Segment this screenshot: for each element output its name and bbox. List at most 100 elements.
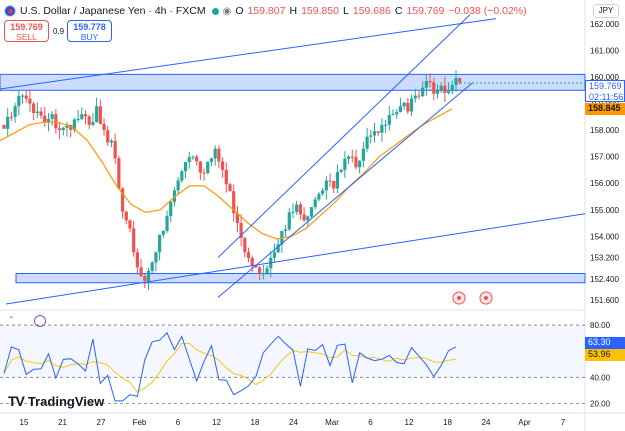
candle-body [435, 90, 440, 94]
candle-body [443, 85, 447, 93]
time-tick-label: 6 [368, 418, 373, 427]
candle-body [65, 124, 69, 128]
candle-body [328, 180, 332, 182]
price-tick-label: 161.000 [590, 46, 619, 55]
candle-body [384, 124, 388, 126]
candle-body [128, 220, 132, 229]
candle-body [380, 124, 384, 133]
candle-body [124, 211, 128, 221]
candle-body [50, 114, 54, 119]
price-tick-label: 154.000 [590, 232, 619, 241]
candle-body [135, 252, 139, 268]
price-change: −0.038 (−0.02%) [448, 5, 527, 17]
current-price: 159.769 [589, 81, 622, 91]
sell-label: SELL [16, 32, 37, 42]
candle-body [398, 106, 403, 113]
time-tick-label: 24 [289, 418, 298, 427]
candle-body [139, 267, 143, 277]
candle-body [80, 114, 84, 119]
candle-body [217, 148, 221, 162]
candle-body [95, 106, 99, 122]
candle-body [291, 211, 295, 213]
eye-icon[interactable]: ◉ [222, 5, 232, 17]
symbol-header: U.S. Dollar / Japanese Yen · 4h · FXCM ◉… [4, 3, 527, 19]
candle-body [6, 116, 10, 129]
candle-body [235, 213, 240, 224]
indicator-settings-icon[interactable] [34, 315, 46, 327]
channel-lower-line [217, 81, 474, 298]
candle-body [313, 199, 317, 208]
price-tick-label: 151.600 [590, 296, 619, 305]
candle-body [361, 148, 365, 161]
candle-body [324, 180, 328, 191]
candle-body [113, 140, 117, 159]
candle-body [109, 140, 114, 143]
candle-body [83, 114, 88, 117]
bar-countdown: 02:11:56 [589, 92, 624, 102]
rsi-value-tag: 63.30 [585, 337, 625, 349]
candle-body [428, 81, 432, 83]
rsi-tick-label: 20.00 [590, 399, 611, 408]
candle-body [176, 180, 180, 191]
ma-price-tag: 158.845 [585, 103, 625, 115]
ohlc-low-label: L [343, 5, 349, 17]
candle-body [243, 238, 247, 253]
candle-body [309, 207, 314, 217]
candle-body [272, 252, 277, 258]
candle-body [346, 156, 351, 159]
ohlc-close-value: 159.769 [406, 5, 445, 17]
candle-body [369, 135, 373, 137]
candle-body [120, 188, 125, 212]
ohlc-open-label: O [235, 5, 244, 17]
candle-body [46, 118, 51, 123]
time-tick-label: 12 [212, 418, 221, 427]
candle-body [102, 123, 106, 131]
price-tick-label: 155.000 [590, 206, 619, 215]
candle-body [409, 98, 414, 112]
candle-body [358, 160, 362, 168]
candle-body [20, 95, 25, 97]
candle-body [72, 119, 76, 130]
candle-body [9, 116, 14, 118]
candle-body [132, 228, 136, 253]
candle-body [202, 172, 206, 174]
market-open-icon [211, 7, 219, 15]
candle-body [169, 201, 173, 217]
price-tick-label: 153.200 [590, 254, 619, 263]
tradingview-logo[interactable]: TV TradingView [8, 393, 104, 409]
candle-body [317, 193, 321, 200]
tradingview-mark-icon: TV [8, 393, 25, 409]
candle-body [232, 191, 236, 214]
candle-body [458, 78, 462, 83]
candle-body [213, 148, 217, 159]
candle-body [424, 81, 428, 88]
candle-body [250, 257, 254, 266]
support-resistance-zone [15, 272, 586, 284]
candle-body [209, 158, 214, 162]
candle-body [343, 158, 347, 170]
currency-selector[interactable]: JPY [593, 4, 619, 18]
buy-button[interactable]: 159.778 BUY [67, 20, 112, 42]
candle-body [287, 212, 291, 230]
candle-body [183, 161, 188, 172]
candle-body [106, 130, 110, 143]
price-tick-label: 162.000 [590, 20, 619, 29]
candle-body [91, 121, 95, 125]
sell-button[interactable]: 159.769 SELL [4, 20, 49, 42]
candle-body [265, 268, 269, 274]
candle-body [439, 85, 443, 91]
rsi-line [3, 331, 457, 402]
candle-body [432, 82, 436, 94]
time-tick-label: Mar [325, 418, 339, 427]
symbol-title[interactable]: U.S. Dollar / Japanese Yen · 4h · FXCM [20, 5, 206, 17]
candle-body [13, 106, 17, 117]
candle-body [421, 87, 425, 97]
candle-body [165, 216, 169, 232]
candle-body [413, 95, 417, 99]
ohlc-low-value: 159.686 [352, 5, 391, 17]
candle-body [417, 95, 421, 97]
collapse-pane-icon[interactable]: ⌃ [8, 315, 15, 324]
price-tick-label: 158.000 [590, 126, 619, 135]
candle-body [35, 111, 39, 113]
